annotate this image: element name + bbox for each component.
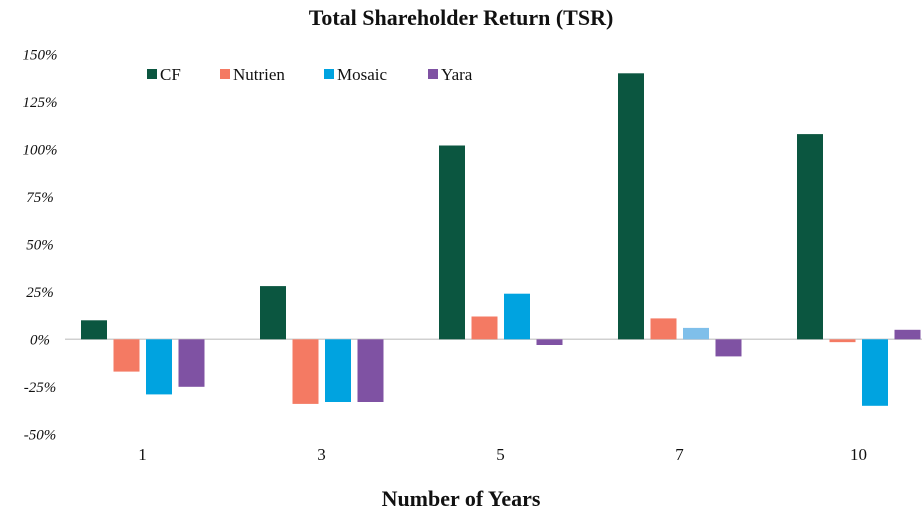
x-axis-title: Number of Years: [382, 486, 541, 511]
bar-nutrien-7: [650, 318, 677, 340]
bar-yara-1: [178, 339, 205, 387]
bar-yara-7: [715, 339, 742, 357]
bar-nutrien-3: [292, 339, 319, 404]
y-tick-label: -50%: [24, 427, 57, 443]
bar-mosaic-5: [504, 293, 530, 340]
legend-swatch-cf: [147, 69, 157, 79]
legend-swatch-nutrien: [220, 69, 230, 79]
y-tick-label: 25%: [26, 285, 54, 301]
bar-cf-1: [81, 320, 107, 340]
y-tick-label: -25%: [24, 380, 57, 396]
x-tick-label: 1: [138, 445, 147, 464]
bar-cf-5: [439, 145, 465, 340]
bar-nutrien-5: [471, 316, 498, 340]
legend-label-cf: CF: [160, 65, 181, 84]
chart-title: Total Shareholder Return (TSR): [309, 5, 614, 30]
bar-cf-10: [797, 134, 823, 340]
bar-mosaic-1: [146, 339, 172, 395]
x-tick-label: 7: [675, 445, 684, 464]
bar-mosaic-7: [683, 327, 709, 340]
legend-swatch-yara: [428, 69, 438, 79]
legend-swatch-mosaic: [324, 69, 334, 79]
y-tick-label: 75%: [26, 190, 54, 206]
legend-label-yara: Yara: [441, 65, 473, 84]
x-tick-label: 3: [317, 445, 326, 464]
y-tick-label: 0%: [30, 332, 50, 348]
bar-yara-10: [894, 329, 921, 340]
x-tick-label: 5: [496, 445, 505, 464]
bar-cf-7: [618, 73, 644, 340]
y-tick-label: 125%: [23, 95, 58, 111]
y-tick-label: 50%: [26, 237, 54, 253]
x-tick-label: 10: [850, 445, 867, 464]
bar-yara-5: [536, 339, 563, 345]
bar-cf-3: [260, 286, 286, 340]
y-tick-label: 150%: [23, 47, 58, 63]
bar-nutrien-10: [829, 339, 856, 343]
bar-mosaic-3: [325, 339, 351, 402]
bar-nutrien-1: [113, 339, 140, 372]
y-tick-label: 100%: [23, 142, 58, 158]
bar-mosaic-10: [862, 339, 888, 406]
bar-yara-3: [357, 339, 384, 402]
legend-label-mosaic: Mosaic: [337, 65, 388, 84]
legend-label-nutrien: Nutrien: [233, 65, 285, 84]
